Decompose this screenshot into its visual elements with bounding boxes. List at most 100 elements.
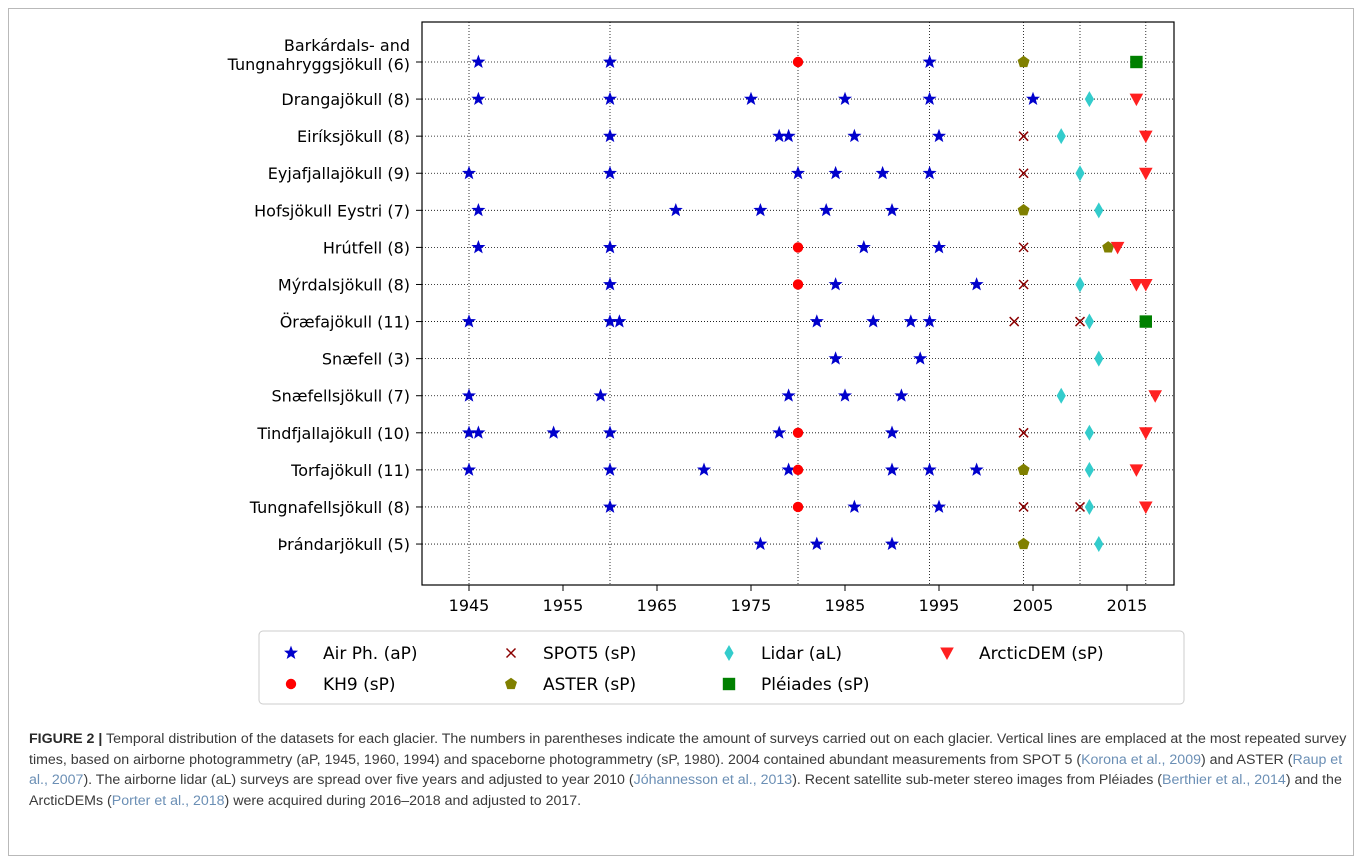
caption-text: ). The airborne lidar (aL) surveys are s… [83,772,634,788]
data-point [856,240,871,254]
caption-ref-link[interactable]: Porter et al., 2018 [111,792,225,809]
caption-ref-link[interactable]: Berthier et al., 2014 [1162,772,1286,788]
y-tick-label: Öræfajökull (11) [280,313,410,332]
y-tick-label: Mýrdalsjökull (8) [278,275,410,294]
x-tick-label: 1945 [449,596,490,615]
x-tick-label: 1965 [637,596,678,615]
legend-label: Air Ph. (aP) [323,644,418,664]
data-point [819,202,834,217]
data-point [932,240,946,254]
y-tick-label: Torfajökull (11) [290,461,410,480]
legend-marker [940,647,954,660]
data-point [462,462,476,476]
data-point [792,501,804,513]
data-point [1056,387,1066,404]
data-point [1129,278,1144,292]
data-point [603,128,617,143]
caption-text: ) were acquired during 2016–2018 and adj… [224,792,582,809]
data-point [781,128,796,143]
data-point [462,388,476,402]
data-point [668,202,683,217]
legend-label: KH9 (sP) [323,675,396,695]
data-point [1129,93,1144,107]
figure-frame: 1945 1955 1965 1975 1985 1995 2005 2015 Barkárda… [8,8,1354,856]
data-point [744,91,758,106]
x-tick-label: 2015 [1107,596,1148,615]
y-tick-label: Barkárdals- and Tungnahryggsjökull (6) [227,36,410,74]
data-point [969,277,984,291]
data-point [546,425,561,439]
data-point [1094,202,1104,219]
data-point [1017,55,1030,68]
data-point [838,388,852,402]
data-point [828,277,843,291]
data-point [1094,350,1104,367]
legend-marker [722,677,736,691]
x-tick-label: 1995 [919,596,960,615]
data-point [1094,536,1104,553]
legend-label: SPOT5 (sP) [543,644,636,664]
x-tick-label: 2005 [1013,596,1054,615]
data-point [885,462,899,476]
data-point [866,314,881,328]
y-tick-label: Þrándarjökull (5) [277,535,410,554]
legend-marker [284,645,298,659]
data-point [603,277,617,291]
data-point [1139,427,1153,440]
legend-label: Lidar (aL) [761,644,842,664]
legend-label: Pléiades (sP) [761,675,869,695]
caption-ref-link[interactable]: Raup et al., 2007 [29,751,1343,789]
data-point [753,536,768,550]
legend-label: ASTER (sP) [543,675,636,695]
y-tick-label: Eiríksjökull (8) [297,127,410,146]
data-point [603,240,617,254]
data-point [471,425,486,439]
data-point [932,499,946,513]
data-point [1074,316,1086,327]
data-point [1074,501,1086,512]
y-tick-label: Drangajökull (8) [281,90,410,109]
data-point [838,91,852,106]
data-point [1084,498,1094,515]
data-point [913,351,928,365]
data-point [1084,313,1094,330]
data-point [1139,501,1153,514]
plot-frame [421,21,1175,586]
caption-text: ) and the ArcticDEMs ( [29,772,1342,809]
caption-label: FIGURE 2 | [29,731,103,747]
caption-ref-link[interactable]: Jóhannesson et al., 2013 [633,772,793,788]
data-point [1017,463,1030,475]
data-point [792,242,804,253]
data-point [603,499,617,513]
legend-label: ArcticDEM (sP) [979,644,1104,664]
data-point [1139,167,1153,181]
data-point [471,202,486,217]
data-point [471,54,486,68]
y-tick-label: Tindfjallajökull (10) [256,424,410,443]
legend-marker [724,645,734,661]
data-point [922,91,937,106]
data-point [792,427,804,438]
data-point [1139,315,1152,328]
caption-text: Temporal distribution of the datasets fo… [29,731,1347,768]
data-point [772,425,787,439]
data-point [603,425,617,439]
data-point [1075,165,1085,182]
data-point [1075,276,1085,293]
y-tick-label: Eyjafjallajökull (9) [268,164,410,183]
caption-ref-link[interactable]: Korona et al., 2009 [1081,751,1201,768]
data-point [792,464,804,476]
data-point [471,91,486,106]
data-point [593,388,608,402]
data-point [1018,131,1029,142]
legend-marker [505,677,517,690]
data-point [792,56,804,68]
y-tick-label: Tungnafellsjökull (8) [249,498,410,517]
data-point [1026,91,1040,106]
data-point [922,54,937,68]
legend-marker [505,647,517,659]
data-point [462,165,476,180]
x-tick-label: 1985 [825,596,866,615]
data-point [1017,204,1030,216]
data-point [471,240,486,254]
